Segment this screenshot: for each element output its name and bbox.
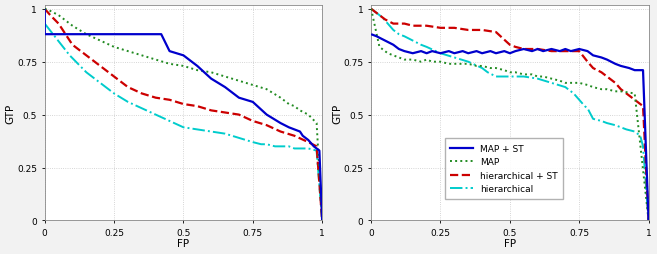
Y-axis label: GTP: GTP <box>332 103 342 123</box>
Y-axis label: GTP: GTP <box>5 103 16 123</box>
Legend: MAP + ST, MAP, hierarchical + ST, hierarchical: MAP + ST, MAP, hierarchical + ST, hierar… <box>445 139 563 199</box>
X-axis label: FP: FP <box>177 239 189 248</box>
X-axis label: FP: FP <box>504 239 516 248</box>
